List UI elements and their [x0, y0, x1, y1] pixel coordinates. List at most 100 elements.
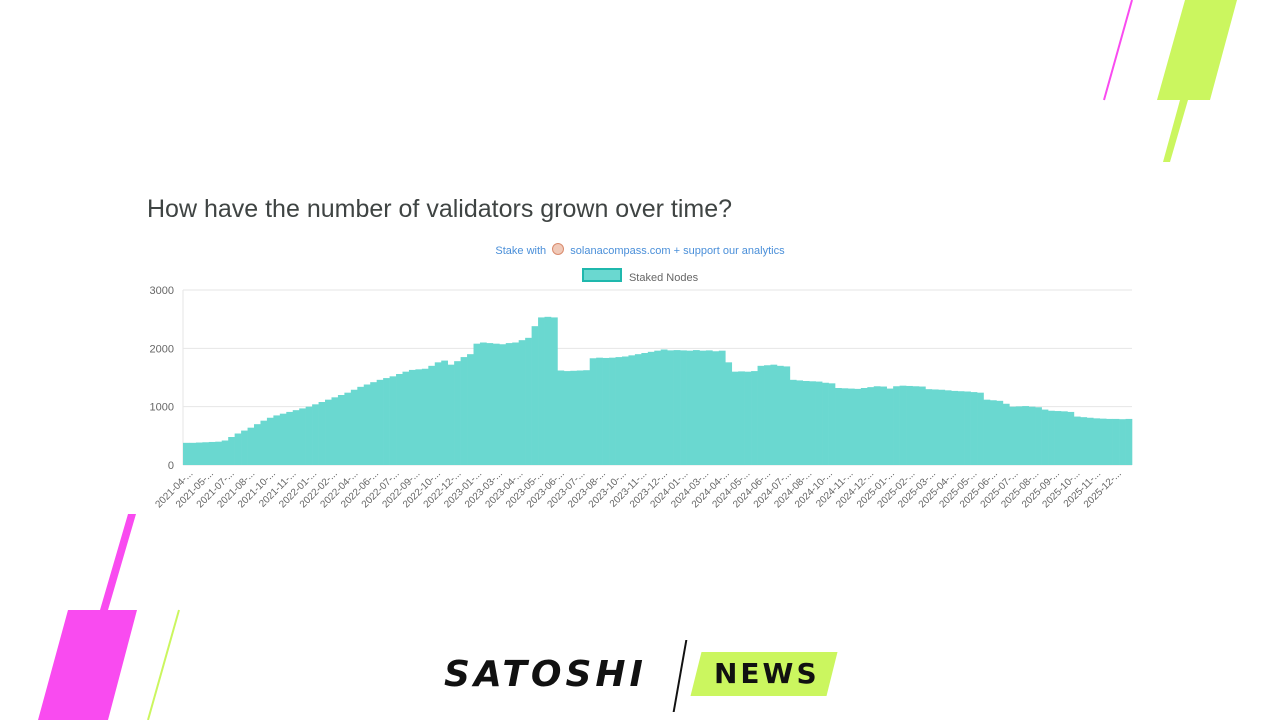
chart-bar	[731, 371, 739, 465]
decor-pink-line-top	[1103, 0, 1133, 101]
chart-bar	[718, 350, 726, 465]
chart-bar	[983, 399, 991, 465]
chart-bar	[221, 440, 229, 465]
chart-bar	[867, 387, 875, 466]
chart-bar	[234, 433, 242, 465]
legend-swatch	[581, 268, 622, 282]
chart-bars	[183, 316, 1133, 466]
chart-bar	[822, 382, 829, 465]
chart-bar	[1035, 407, 1042, 465]
chart-bar	[673, 350, 681, 465]
chart-bar	[389, 376, 397, 465]
chart-bar	[1041, 409, 1049, 465]
chart-bar	[1015, 406, 1023, 466]
chart-bar	[473, 343, 481, 465]
chart-bar	[738, 371, 745, 466]
chart-bar	[615, 357, 623, 465]
chart-bar	[667, 350, 674, 466]
chart-bar	[531, 326, 539, 465]
chart-bar	[299, 408, 306, 465]
chart-bar	[370, 382, 377, 465]
chart-bar	[415, 369, 423, 465]
y-tick-label: 3000	[150, 285, 174, 297]
chart-legend[interactable]: Staked Nodes	[0, 268, 1280, 284]
chart-bar	[260, 420, 268, 465]
chart-bar	[964, 391, 971, 465]
chart-bar	[538, 317, 545, 465]
chart-bar	[254, 424, 261, 465]
chart-bar	[266, 417, 274, 465]
brand-satoshi: SATOSHI	[444, 654, 647, 695]
chart-bar	[628, 355, 636, 465]
chart-bar	[337, 395, 345, 465]
chart-bar	[899, 385, 907, 465]
chart-bar	[570, 370, 578, 465]
chart-bar	[1099, 418, 1107, 466]
chart-bar	[951, 390, 958, 465]
brand-news: NEWS	[714, 657, 820, 690]
chart-bar	[802, 381, 810, 465]
chart-bar	[286, 411, 294, 465]
chart-bar	[447, 364, 455, 465]
chart-bar	[247, 427, 255, 465]
chart-bar	[1054, 411, 1062, 465]
chart-bar	[183, 442, 190, 465]
chart-bar	[499, 344, 507, 465]
chart-bar	[906, 385, 913, 465]
chart-bar	[654, 350, 662, 465]
chart-bar	[1067, 411, 1075, 465]
x-axis-ticks: 2021-04-...2021-05-...2021-07-...2021-08…	[153, 468, 1123, 510]
chart-bar	[408, 369, 416, 465]
chart-bar	[970, 392, 978, 465]
chart-bar	[944, 390, 952, 465]
chart-bar	[712, 351, 720, 465]
chart-bar	[699, 350, 707, 465]
chart-bar	[557, 370, 565, 465]
chart-bar	[686, 350, 694, 465]
chart-bar	[815, 381, 823, 465]
chart-bar	[873, 386, 881, 465]
chart-bar	[202, 442, 210, 465]
y-tick-label: 0	[168, 460, 174, 472]
chart-bar	[725, 362, 733, 465]
chart-bar	[273, 415, 281, 465]
chart-bar	[957, 391, 965, 465]
chart-bar	[1086, 417, 1094, 465]
chart-bar	[1048, 410, 1055, 465]
chart-bar	[847, 388, 855, 465]
chart-bar	[460, 357, 468, 465]
chart-bar	[641, 353, 649, 465]
chart-bar	[1080, 417, 1088, 465]
chart-bar	[241, 430, 248, 465]
chart-bar	[912, 386, 920, 465]
chart-bar	[757, 365, 765, 465]
page-title: How have the number of validators grown …	[147, 195, 733, 223]
chart-bar	[764, 365, 771, 465]
chart-bar	[467, 354, 474, 465]
chart-bar	[596, 357, 603, 465]
chart-bar	[989, 400, 997, 465]
stake-link-text[interactable]: solanacompass.com + support our analytic…	[570, 245, 785, 257]
chart-bar	[357, 386, 365, 465]
chart-bar	[621, 356, 629, 465]
chart-bar	[1119, 419, 1126, 465]
chart-bar	[918, 386, 926, 465]
legend-label: Staked Nodes	[628, 272, 699, 284]
chart-bar	[518, 340, 526, 465]
chart-bar	[344, 392, 352, 465]
chart-bar	[492, 343, 500, 465]
chart-bar	[454, 361, 461, 465]
chart-bar	[680, 350, 687, 466]
chart-bar	[215, 441, 223, 465]
chart-bar	[279, 413, 287, 465]
chart-bar	[751, 371, 758, 465]
chart-bar	[893, 386, 900, 465]
chart-bar	[693, 350, 700, 465]
stake-prefix: Stake with	[495, 245, 547, 257]
chart-bar	[647, 351, 655, 465]
chart-bar	[880, 386, 887, 465]
chart-bar	[783, 366, 791, 465]
chart-bar	[977, 392, 984, 465]
chart-bar	[1112, 418, 1120, 465]
stake-link[interactable]: Stake with solanacompass.com + support o…	[0, 243, 1280, 257]
